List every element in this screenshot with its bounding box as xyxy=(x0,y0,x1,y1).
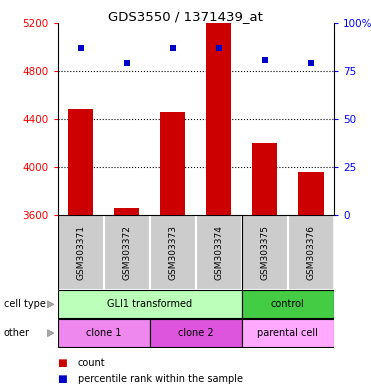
Text: GSM303371: GSM303371 xyxy=(76,225,85,280)
Bar xyxy=(150,319,242,347)
Bar xyxy=(150,215,196,290)
Bar xyxy=(242,215,288,290)
Bar xyxy=(206,23,232,215)
Bar xyxy=(58,215,104,290)
Text: ■: ■ xyxy=(58,358,67,368)
Bar xyxy=(196,215,242,290)
Text: control: control xyxy=(271,299,305,310)
Text: GDS3550 / 1371439_at: GDS3550 / 1371439_at xyxy=(108,10,263,23)
Polygon shape xyxy=(47,301,54,308)
Text: GLI1 transformed: GLI1 transformed xyxy=(107,299,192,310)
Bar xyxy=(114,208,139,215)
Text: cell type: cell type xyxy=(4,299,46,310)
Text: GSM303374: GSM303374 xyxy=(214,225,223,280)
Bar xyxy=(58,319,150,347)
Bar xyxy=(68,109,93,215)
Text: clone 2: clone 2 xyxy=(178,328,214,338)
Text: other: other xyxy=(4,328,30,338)
Bar xyxy=(252,143,278,215)
Bar xyxy=(160,112,186,215)
Text: parental cell: parental cell xyxy=(257,328,318,338)
Text: count: count xyxy=(78,358,105,368)
Text: GSM303375: GSM303375 xyxy=(260,225,269,280)
Bar xyxy=(104,215,150,290)
Bar xyxy=(242,319,334,347)
Text: GSM303372: GSM303372 xyxy=(122,225,131,280)
Text: clone 1: clone 1 xyxy=(86,328,121,338)
Text: GSM303373: GSM303373 xyxy=(168,225,177,280)
Bar xyxy=(58,291,242,318)
Text: ■: ■ xyxy=(58,374,67,384)
Text: percentile rank within the sample: percentile rank within the sample xyxy=(78,374,243,384)
Bar xyxy=(242,291,334,318)
Bar xyxy=(288,215,334,290)
Bar xyxy=(298,172,324,215)
Text: GSM303376: GSM303376 xyxy=(306,225,315,280)
Polygon shape xyxy=(47,329,54,336)
